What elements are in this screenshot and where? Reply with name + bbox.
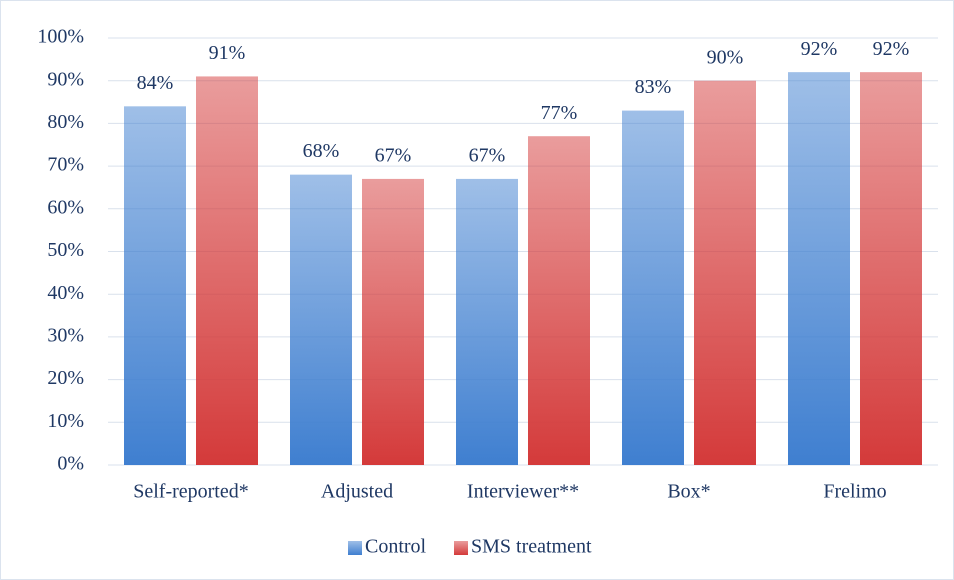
- bar: [694, 80, 756, 465]
- y-tick-label: 90%: [47, 68, 84, 90]
- x-tick-label: Self-reported*: [133, 481, 249, 503]
- legend-swatch: [348, 541, 362, 555]
- value-label: 84%: [137, 72, 174, 94]
- value-label: 68%: [303, 140, 340, 162]
- x-tick-label: Interviewer**: [467, 481, 579, 503]
- bar: [788, 72, 850, 465]
- value-label: 67%: [375, 145, 412, 167]
- y-tick-label: 70%: [47, 154, 84, 176]
- y-tick-label: 30%: [47, 324, 84, 346]
- bar: [622, 110, 684, 465]
- value-label: 91%: [209, 42, 246, 64]
- value-label: 92%: [873, 38, 910, 60]
- bar: [124, 106, 186, 465]
- x-tick-label: Frelimo: [823, 481, 886, 503]
- value-label: 77%: [541, 102, 578, 124]
- y-tick-label: 50%: [47, 239, 84, 261]
- value-label: 92%: [801, 38, 838, 60]
- legend-label: SMS treatment: [471, 536, 592, 558]
- value-label: 83%: [635, 76, 672, 98]
- y-tick-label: 0%: [57, 453, 84, 475]
- bar: [456, 178, 518, 465]
- bar: [362, 178, 424, 465]
- bar: [196, 76, 258, 466]
- value-label: 90%: [707, 46, 744, 68]
- y-tick-label: 20%: [47, 367, 84, 389]
- y-tick-label: 100%: [37, 26, 84, 48]
- y-tick-label: 10%: [47, 410, 84, 432]
- legend-label: Control: [365, 536, 427, 558]
- y-tick-label: 80%: [47, 111, 84, 133]
- x-tick-label: Box*: [667, 481, 710, 503]
- legend-swatch: [454, 541, 468, 555]
- y-tick-label: 40%: [47, 282, 84, 304]
- value-label: 67%: [469, 145, 506, 167]
- y-tick-label: 60%: [47, 196, 84, 218]
- x-tick-label: Adjusted: [321, 481, 393, 503]
- bar: [860, 72, 922, 465]
- bar: [290, 174, 352, 465]
- bar: [528, 136, 590, 465]
